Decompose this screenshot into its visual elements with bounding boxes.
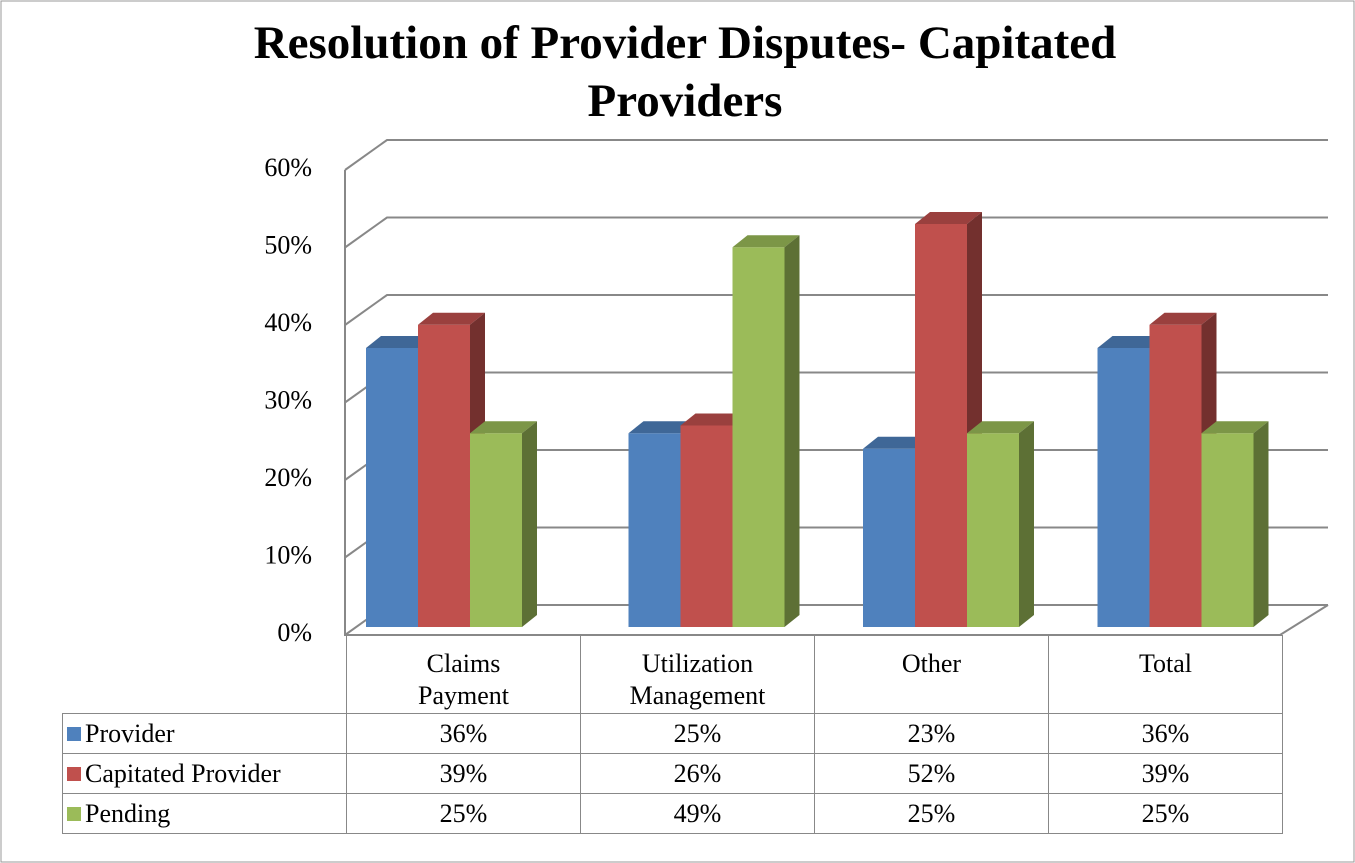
bar-front	[732, 247, 785, 627]
bar-front	[863, 448, 915, 627]
bar-front	[628, 433, 681, 627]
data-label: 39%	[1048, 753, 1283, 794]
data-label: 36%	[346, 713, 581, 754]
bar-front	[680, 425, 733, 627]
legend-swatch	[67, 726, 81, 741]
empty-cell	[63, 636, 347, 714]
grid-line	[344, 294, 1328, 326]
x-tick-label: Total	[1138, 649, 1193, 678]
table-header-row: Claims Payment Utilization Management Othe…	[63, 635, 1283, 714]
category-cell: Total	[1048, 635, 1283, 714]
legend-swatch	[67, 766, 81, 781]
bar-front	[967, 433, 1019, 627]
y-tick-label: 10%	[264, 540, 312, 569]
bar-side	[1253, 421, 1269, 627]
data-label: 25%	[814, 793, 1049, 834]
bar	[470, 421, 537, 627]
bar-top	[418, 312, 485, 325]
bar-top	[732, 235, 800, 248]
category-cell: Other	[814, 635, 1049, 714]
bar-front	[1149, 324, 1202, 627]
data-label: 23%	[814, 713, 1049, 754]
bar-side	[1019, 421, 1034, 627]
data-label: 36%	[1048, 713, 1283, 754]
bar-top	[915, 212, 982, 224]
bar-top	[1097, 336, 1165, 348]
bar	[967, 421, 1034, 627]
x-tick-label: Other	[901, 649, 962, 678]
data-label: 39%	[346, 753, 581, 794]
table-row: Provider 36% 25% 23% 36%	[62, 713, 1283, 754]
data-label: 52%	[814, 753, 1049, 794]
legend-cell: Provider	[62, 713, 347, 754]
data-label: 25%	[580, 713, 815, 754]
y-tick-label: 50%	[264, 230, 312, 259]
grid-line	[344, 216, 1328, 249]
bar-front	[1201, 433, 1254, 627]
category-cell: Claims Payment	[346, 635, 581, 714]
bar-top	[1201, 421, 1269, 434]
y-tick-label: 40%	[264, 308, 312, 337]
legend-cell: Capitated Provider	[62, 753, 347, 794]
y-tick-label: 0%	[277, 618, 312, 647]
y-tick-label: 20%	[264, 463, 312, 492]
bar	[1149, 312, 1217, 627]
legend-swatch	[67, 806, 81, 821]
bar-front	[1097, 348, 1150, 627]
grid-line	[344, 139, 1328, 171]
bar-side	[784, 235, 800, 627]
bar-top	[628, 421, 696, 434]
legend-label: Pending	[85, 798, 171, 828]
legend-label: Provider	[85, 718, 175, 748]
bar-top	[1149, 312, 1217, 325]
bar-front	[418, 324, 470, 627]
bar-top	[680, 413, 748, 426]
data-label: 25%	[346, 793, 581, 834]
data-label: 49%	[580, 793, 815, 834]
bar-top	[863, 436, 930, 449]
bar-top	[967, 421, 1034, 434]
bar-side	[522, 421, 537, 627]
y-tick-label: 60%	[264, 153, 312, 182]
bar-top	[470, 421, 537, 434]
bar	[418, 312, 485, 627]
bar-front	[915, 224, 967, 627]
bar-front	[366, 348, 418, 627]
bar	[732, 235, 800, 627]
category-cell: Utilization Management	[580, 635, 815, 714]
x-tick-label: Utilization Management	[629, 649, 766, 710]
bar-front	[470, 433, 522, 627]
legend-label: Capitated Provider	[85, 758, 281, 788]
table-row: Capitated Provider 39% 26% 52% 39%	[62, 753, 1283, 794]
data-label: 26%	[580, 753, 815, 794]
chart-title: Resolution of Provider Disputes- Capitat…	[253, 17, 1117, 127]
y-tick-label: 30%	[264, 385, 312, 414]
x-tick-label: Claims Payment	[418, 649, 509, 710]
bar-top	[366, 336, 433, 348]
data-label: 25%	[1048, 793, 1283, 834]
bar	[1201, 421, 1269, 627]
data-table: Claims Payment Utilization Management Othe…	[62, 635, 1283, 834]
table-row: Pending 25% 49% 25% 25%	[62, 793, 1283, 834]
legend-cell: Pending	[62, 793, 347, 834]
